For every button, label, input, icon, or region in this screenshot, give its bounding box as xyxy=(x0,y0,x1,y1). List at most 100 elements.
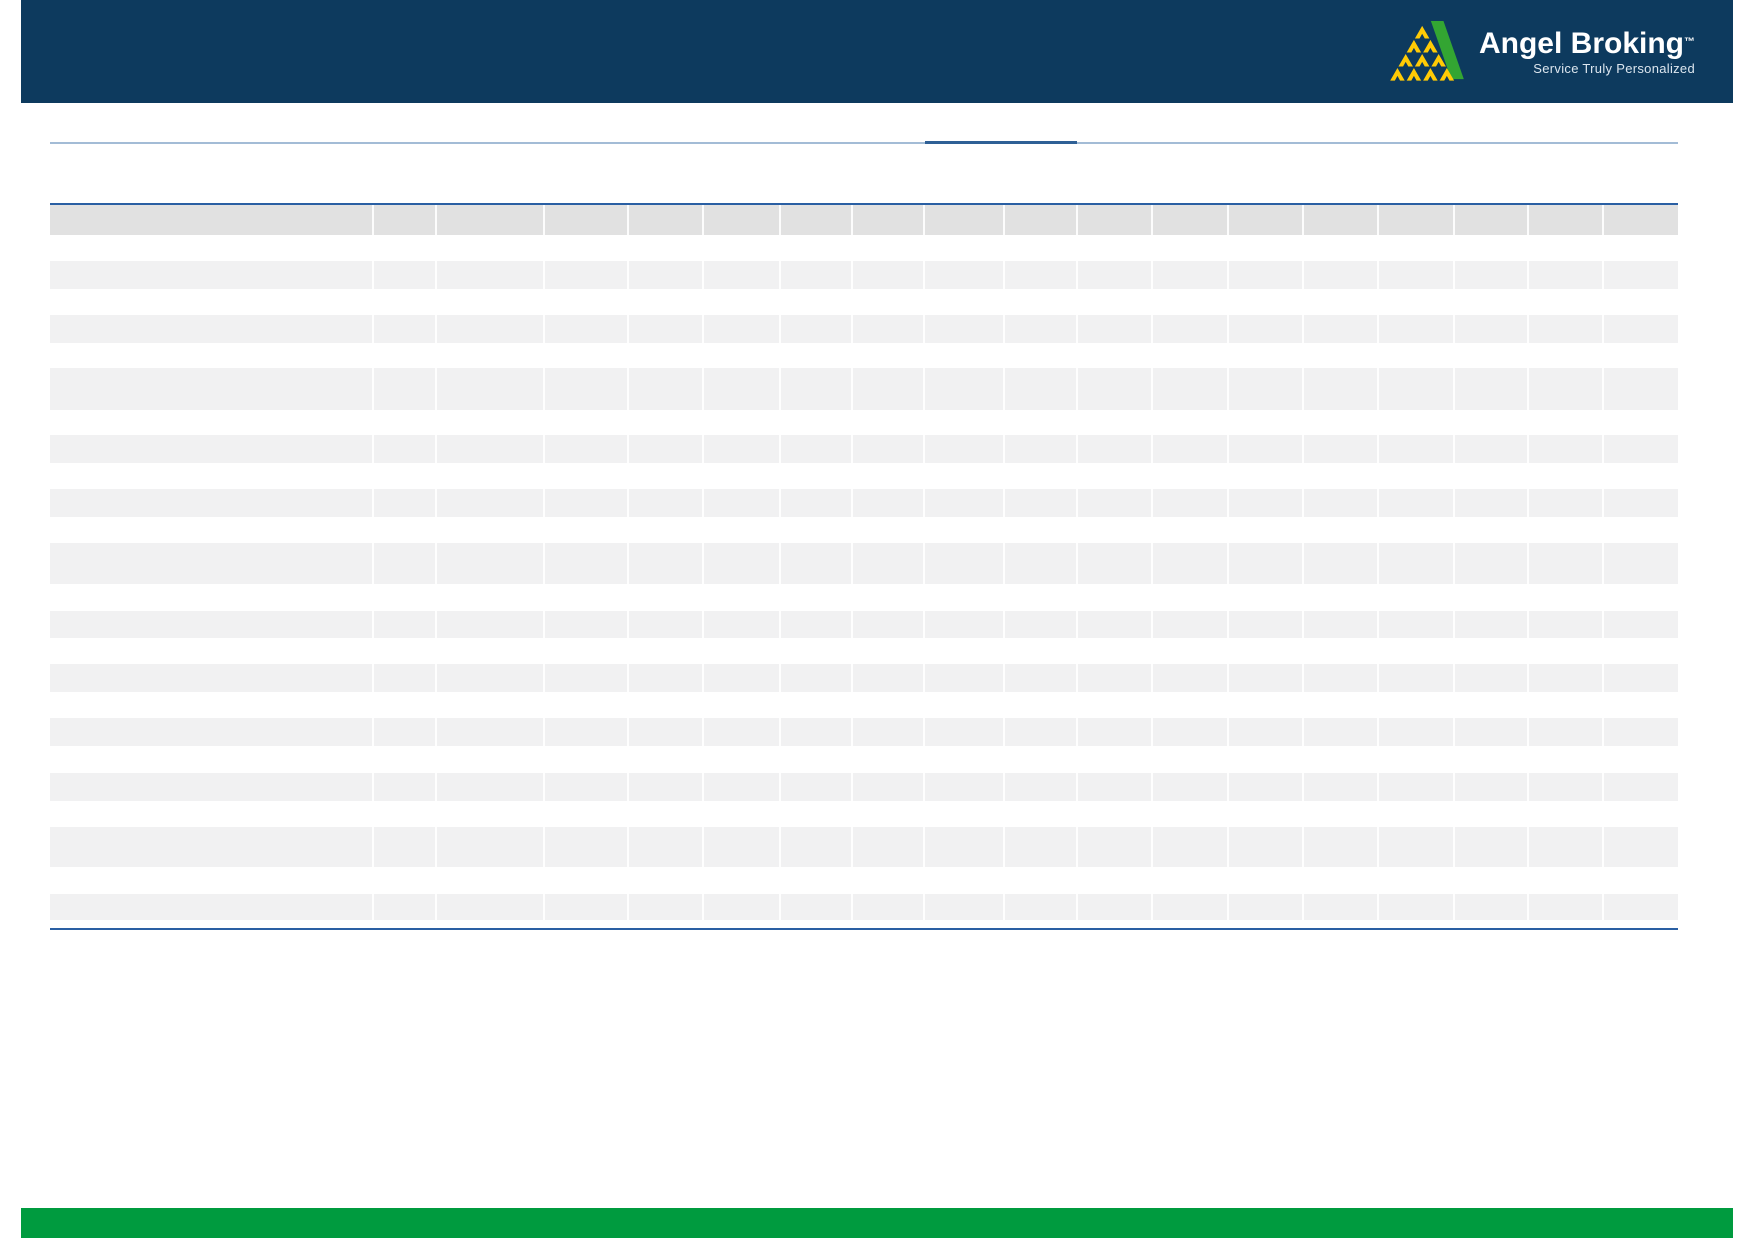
column-divider xyxy=(1227,489,1229,517)
column-divider xyxy=(543,894,545,920)
column-divider xyxy=(1003,315,1005,343)
column-divider xyxy=(1151,543,1153,584)
column-divider xyxy=(923,261,925,289)
column-divider xyxy=(1527,827,1529,867)
column-divider xyxy=(923,718,925,746)
column-divider xyxy=(543,664,545,692)
column-divider xyxy=(627,543,629,584)
column-divider xyxy=(702,664,704,692)
column-divider xyxy=(1003,773,1005,801)
column-divider xyxy=(1377,894,1379,920)
table-row xyxy=(50,315,1678,343)
column-divider xyxy=(372,543,374,584)
column-divider xyxy=(779,664,781,692)
column-divider xyxy=(779,894,781,920)
column-divider xyxy=(435,543,437,584)
column-divider xyxy=(627,773,629,801)
column-divider xyxy=(372,773,374,801)
column-divider xyxy=(779,205,781,235)
logo-green-leg xyxy=(1430,20,1464,79)
column-divider xyxy=(1602,611,1604,638)
column-divider xyxy=(779,611,781,638)
column-divider xyxy=(779,543,781,584)
column-divider xyxy=(1302,773,1304,801)
column-divider xyxy=(435,261,437,289)
column-divider xyxy=(1302,827,1304,867)
column-divider xyxy=(627,827,629,867)
column-divider xyxy=(627,261,629,289)
column-divider xyxy=(851,718,853,746)
column-divider xyxy=(1602,315,1604,343)
column-divider xyxy=(702,718,704,746)
column-divider xyxy=(1527,261,1529,289)
column-divider xyxy=(779,261,781,289)
column-divider xyxy=(1076,315,1078,343)
column-divider xyxy=(851,489,853,517)
column-divider xyxy=(1227,205,1229,235)
column-divider xyxy=(1302,489,1304,517)
column-divider xyxy=(1003,718,1005,746)
column-divider xyxy=(1227,773,1229,801)
column-divider xyxy=(1151,315,1153,343)
column-divider xyxy=(1151,205,1153,235)
column-divider xyxy=(1076,664,1078,692)
column-divider xyxy=(543,435,545,463)
column-divider xyxy=(1151,773,1153,801)
table-row xyxy=(50,827,1678,867)
column-divider xyxy=(1151,489,1153,517)
column-divider xyxy=(543,205,545,235)
column-divider xyxy=(543,489,545,517)
column-divider xyxy=(1453,718,1455,746)
column-divider xyxy=(702,827,704,867)
column-divider xyxy=(1003,261,1005,289)
column-divider xyxy=(543,827,545,867)
table-row xyxy=(50,261,1678,289)
column-divider xyxy=(1151,368,1153,410)
column-divider xyxy=(851,205,853,235)
table-row xyxy=(50,894,1678,920)
column-divider xyxy=(851,773,853,801)
angel-broking-logo: Angel Broking™ Service Truly Personalize… xyxy=(1390,20,1695,83)
column-divider xyxy=(923,489,925,517)
column-divider xyxy=(435,611,437,638)
column-divider xyxy=(543,773,545,801)
column-divider xyxy=(779,315,781,343)
column-divider xyxy=(923,894,925,920)
column-divider xyxy=(1527,489,1529,517)
table-row xyxy=(50,718,1678,746)
column-divider xyxy=(702,205,704,235)
column-divider xyxy=(851,664,853,692)
column-divider xyxy=(1527,543,1529,584)
column-divider xyxy=(1527,773,1529,801)
column-divider xyxy=(1003,543,1005,584)
column-divider xyxy=(1602,664,1604,692)
column-divider xyxy=(1453,261,1455,289)
column-divider xyxy=(435,205,437,235)
column-divider xyxy=(923,543,925,584)
column-divider xyxy=(779,368,781,410)
column-divider xyxy=(1602,543,1604,584)
column-divider xyxy=(1227,718,1229,746)
column-divider xyxy=(779,489,781,517)
column-divider xyxy=(1076,611,1078,638)
column-divider xyxy=(1302,205,1304,235)
column-divider xyxy=(1003,205,1005,235)
column-divider xyxy=(1377,435,1379,463)
top-divider-rule xyxy=(50,141,1678,144)
column-divider xyxy=(372,435,374,463)
column-divider xyxy=(372,718,374,746)
column-divider xyxy=(543,368,545,410)
column-divider xyxy=(435,718,437,746)
column-divider xyxy=(1227,368,1229,410)
column-divider xyxy=(702,489,704,517)
column-divider xyxy=(1076,718,1078,746)
column-divider xyxy=(702,368,704,410)
column-divider xyxy=(1302,315,1304,343)
column-divider xyxy=(1227,543,1229,584)
table-header-row xyxy=(50,205,1678,235)
table-row xyxy=(50,435,1678,463)
column-divider xyxy=(923,368,925,410)
column-divider xyxy=(1453,435,1455,463)
column-divider xyxy=(923,611,925,638)
